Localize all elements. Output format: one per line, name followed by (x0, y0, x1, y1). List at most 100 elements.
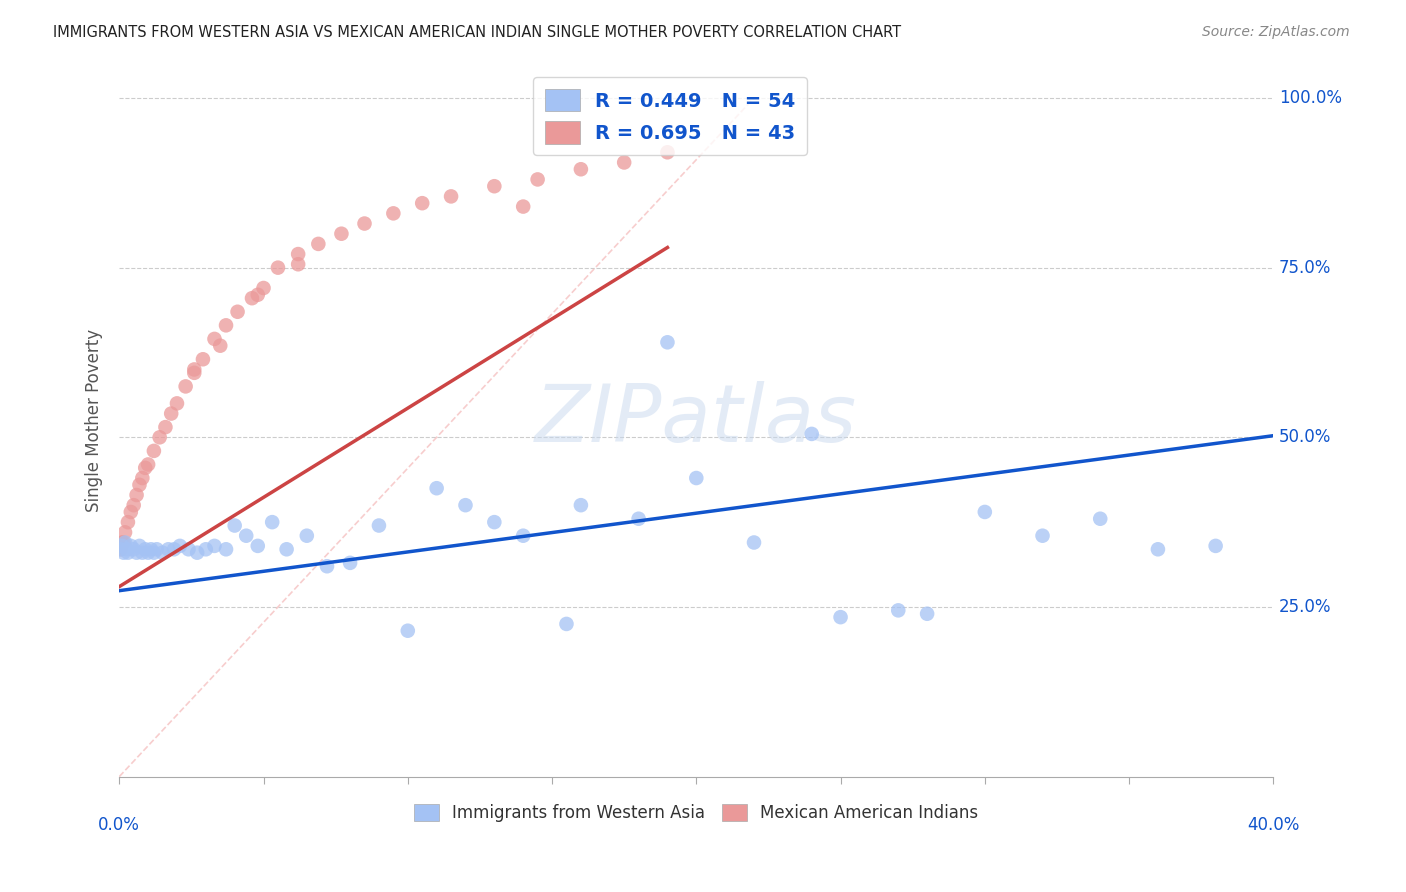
Point (142, 443, 165, 458)
Point (224, 518, 246, 533)
Point (128, 539, 150, 553)
Point (454, 498, 477, 512)
Point (149, 430, 172, 444)
Point (1147, 542, 1170, 557)
Text: IMMIGRANTS FROM WESTERN ASIA VS MEXICAN AMERICAN INDIAN SINGLE MOTHER POVERTY CO: IMMIGRANTS FROM WESTERN ASIA VS MEXICAN … (53, 25, 901, 40)
Point (155, 420, 177, 434)
Point (215, 318, 238, 333)
Point (157, 542, 180, 557)
Point (117, 546, 139, 560)
Text: 50.0%: 50.0% (1279, 428, 1331, 446)
Point (235, 529, 257, 543)
Point (204, 539, 226, 553)
Point (125, 546, 148, 560)
Point (209, 339, 232, 353)
Point (183, 366, 205, 380)
Point (240, 291, 263, 305)
Point (426, 481, 449, 495)
Point (110, 542, 132, 557)
Point (512, 200, 534, 214)
Point (177, 542, 200, 557)
Point (114, 525, 136, 540)
Point (262, 515, 284, 529)
Point (204, 332, 226, 346)
Point (339, 556, 361, 570)
Point (1090, 512, 1112, 526)
Point (131, 471, 153, 485)
Point (110, 542, 132, 557)
Point (142, 546, 165, 560)
Point (353, 217, 375, 231)
Point (111, 539, 134, 553)
Point (287, 247, 309, 261)
Legend: Immigrants from Western Asia, Mexican American Indians: Immigrants from Western Asia, Mexican Am… (408, 797, 986, 829)
Point (120, 505, 142, 519)
Point (830, 610, 852, 624)
Point (112, 546, 135, 560)
Point (657, 335, 679, 350)
Point (160, 407, 183, 421)
Point (125, 488, 148, 502)
Point (186, 546, 208, 560)
Text: ZIPatlas: ZIPatlas (536, 382, 858, 459)
Point (246, 539, 269, 553)
Point (183, 362, 205, 376)
Point (330, 227, 353, 241)
Point (569, 498, 592, 512)
Point (246, 287, 269, 301)
Point (112, 535, 135, 549)
Point (627, 512, 650, 526)
Point (440, 189, 463, 203)
Point (215, 542, 238, 557)
Point (555, 616, 578, 631)
Point (484, 179, 506, 194)
Point (131, 546, 153, 560)
Point (115, 542, 138, 557)
Text: 75.0%: 75.0% (1279, 259, 1331, 277)
Point (122, 542, 145, 557)
Point (368, 518, 391, 533)
Point (316, 559, 339, 574)
Point (512, 529, 534, 543)
Point (287, 257, 309, 271)
Point (742, 535, 765, 549)
Point (136, 458, 159, 472)
Y-axis label: Single Mother Poverty: Single Mother Poverty (86, 329, 103, 512)
Point (887, 603, 910, 617)
Point (117, 515, 139, 529)
Point (122, 498, 145, 512)
Point (134, 460, 156, 475)
Point (276, 542, 298, 557)
Point (191, 352, 214, 367)
Point (169, 539, 191, 553)
Point (800, 426, 823, 441)
Point (382, 206, 405, 220)
Point (1031, 529, 1053, 543)
Point (569, 162, 592, 177)
Point (252, 281, 274, 295)
Point (139, 542, 162, 557)
Text: Source: ZipAtlas.com: Source: ZipAtlas.com (1202, 25, 1350, 39)
Point (1205, 539, 1227, 553)
Point (295, 529, 318, 543)
Point (657, 145, 679, 160)
Point (136, 546, 159, 560)
Point (307, 236, 329, 251)
Point (163, 542, 186, 557)
Text: 0.0%: 0.0% (98, 816, 141, 834)
Point (915, 607, 938, 621)
Point (120, 539, 142, 553)
Point (152, 546, 174, 560)
Point (484, 515, 506, 529)
Point (613, 155, 636, 169)
Point (146, 542, 169, 557)
Text: 25.0%: 25.0% (1279, 598, 1331, 616)
Point (526, 172, 548, 186)
Point (134, 542, 156, 557)
Point (973, 505, 995, 519)
Point (114, 535, 136, 549)
Point (128, 478, 150, 492)
Point (111, 535, 134, 549)
Point (194, 542, 217, 557)
Text: 40.0%: 40.0% (1247, 816, 1299, 834)
